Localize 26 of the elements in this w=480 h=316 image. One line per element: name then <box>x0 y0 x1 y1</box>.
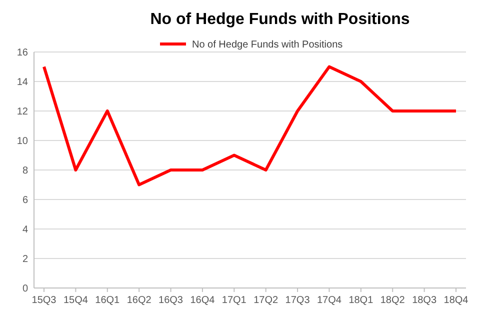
x-tick-label: 18Q4 <box>444 295 469 306</box>
x-tick-label: 18Q1 <box>348 295 374 306</box>
x-tick-label: 17Q4 <box>316 295 342 306</box>
x-tick-label: 17Q1 <box>222 295 247 306</box>
x-tick-label: 16Q1 <box>95 295 120 306</box>
x-tick-label: 18Q3 <box>412 295 437 306</box>
y-tick-label: 4 <box>22 224 28 236</box>
x-tick-label: 15Q3 <box>32 295 57 306</box>
x-tick-label: 16Q4 <box>190 295 216 306</box>
y-tick-label: 10 <box>16 136 28 147</box>
x-tick-label: 17Q3 <box>285 295 310 306</box>
x-tick-label: 18Q2 <box>380 295 406 306</box>
y-tick-label: 6 <box>22 195 28 206</box>
x-tick-label: 16Q2 <box>126 295 152 306</box>
x-tick-label: 17Q2 <box>254 295 279 306</box>
y-tick-label: 2 <box>22 254 28 265</box>
legend-label: No of Hedge Funds with Positions <box>192 40 343 50</box>
x-tick-label: 15Q4 <box>63 295 88 306</box>
y-tick-label: 0 <box>22 284 28 294</box>
y-tick-label: 8 <box>22 166 28 176</box>
line-series <box>42 65 458 186</box>
y-tick-label: 16 <box>16 48 28 58</box>
chart-title: No of Hedge Funds with Positions <box>150 11 410 28</box>
x-tick-label: 16Q3 <box>158 295 184 306</box>
y-tick-label: 14 <box>16 77 28 88</box>
y-tick-label: 12 <box>16 106 28 118</box>
